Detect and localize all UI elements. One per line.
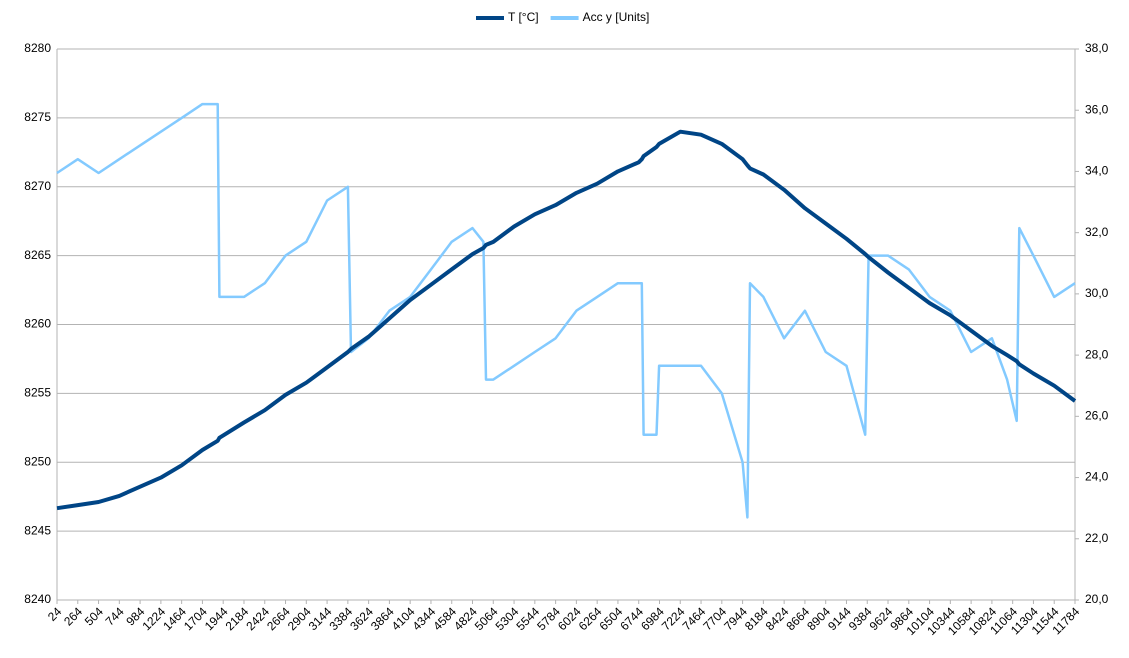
y2-tick-label: 32,0 [1085, 225, 1109, 239]
y-tick-label: 8280 [24, 41, 51, 55]
legend-label: T [°C] [508, 10, 539, 24]
y2-tick-label: 38,0 [1085, 41, 1109, 55]
x-tick-label: 744 [103, 604, 127, 628]
y-tick-label: 8255 [24, 386, 51, 400]
y2-tick-label: 22,0 [1085, 531, 1109, 545]
x-tick-label: 264 [61, 604, 85, 628]
y2-tick-label: 20,0 [1085, 592, 1109, 606]
y-tick-label: 8270 [24, 179, 51, 193]
y-tick-label: 8265 [24, 248, 51, 262]
y2-tick-label: 28,0 [1085, 347, 1109, 361]
line-series [56, 102, 1076, 519]
legend-label: Acc y [Units] [583, 10, 650, 24]
y-tick-label: 8245 [24, 523, 51, 537]
line-series [56, 129, 1077, 511]
y-tick-label: 8260 [24, 317, 51, 331]
y2-tick-label: 26,0 [1085, 409, 1109, 423]
y2-tick-label: 34,0 [1085, 164, 1109, 178]
y2-tick-label: 30,0 [1085, 286, 1109, 300]
y2-tick-label: 36,0 [1085, 102, 1109, 116]
x-tick-label: 24 [45, 604, 65, 624]
y-tick-label: 8250 [24, 454, 51, 468]
y-tick-label: 8275 [24, 110, 51, 124]
y2-tick-label: 24,0 [1085, 470, 1109, 484]
y-tick-label: 8240 [24, 592, 51, 606]
x-tick-label: 504 [82, 604, 106, 628]
